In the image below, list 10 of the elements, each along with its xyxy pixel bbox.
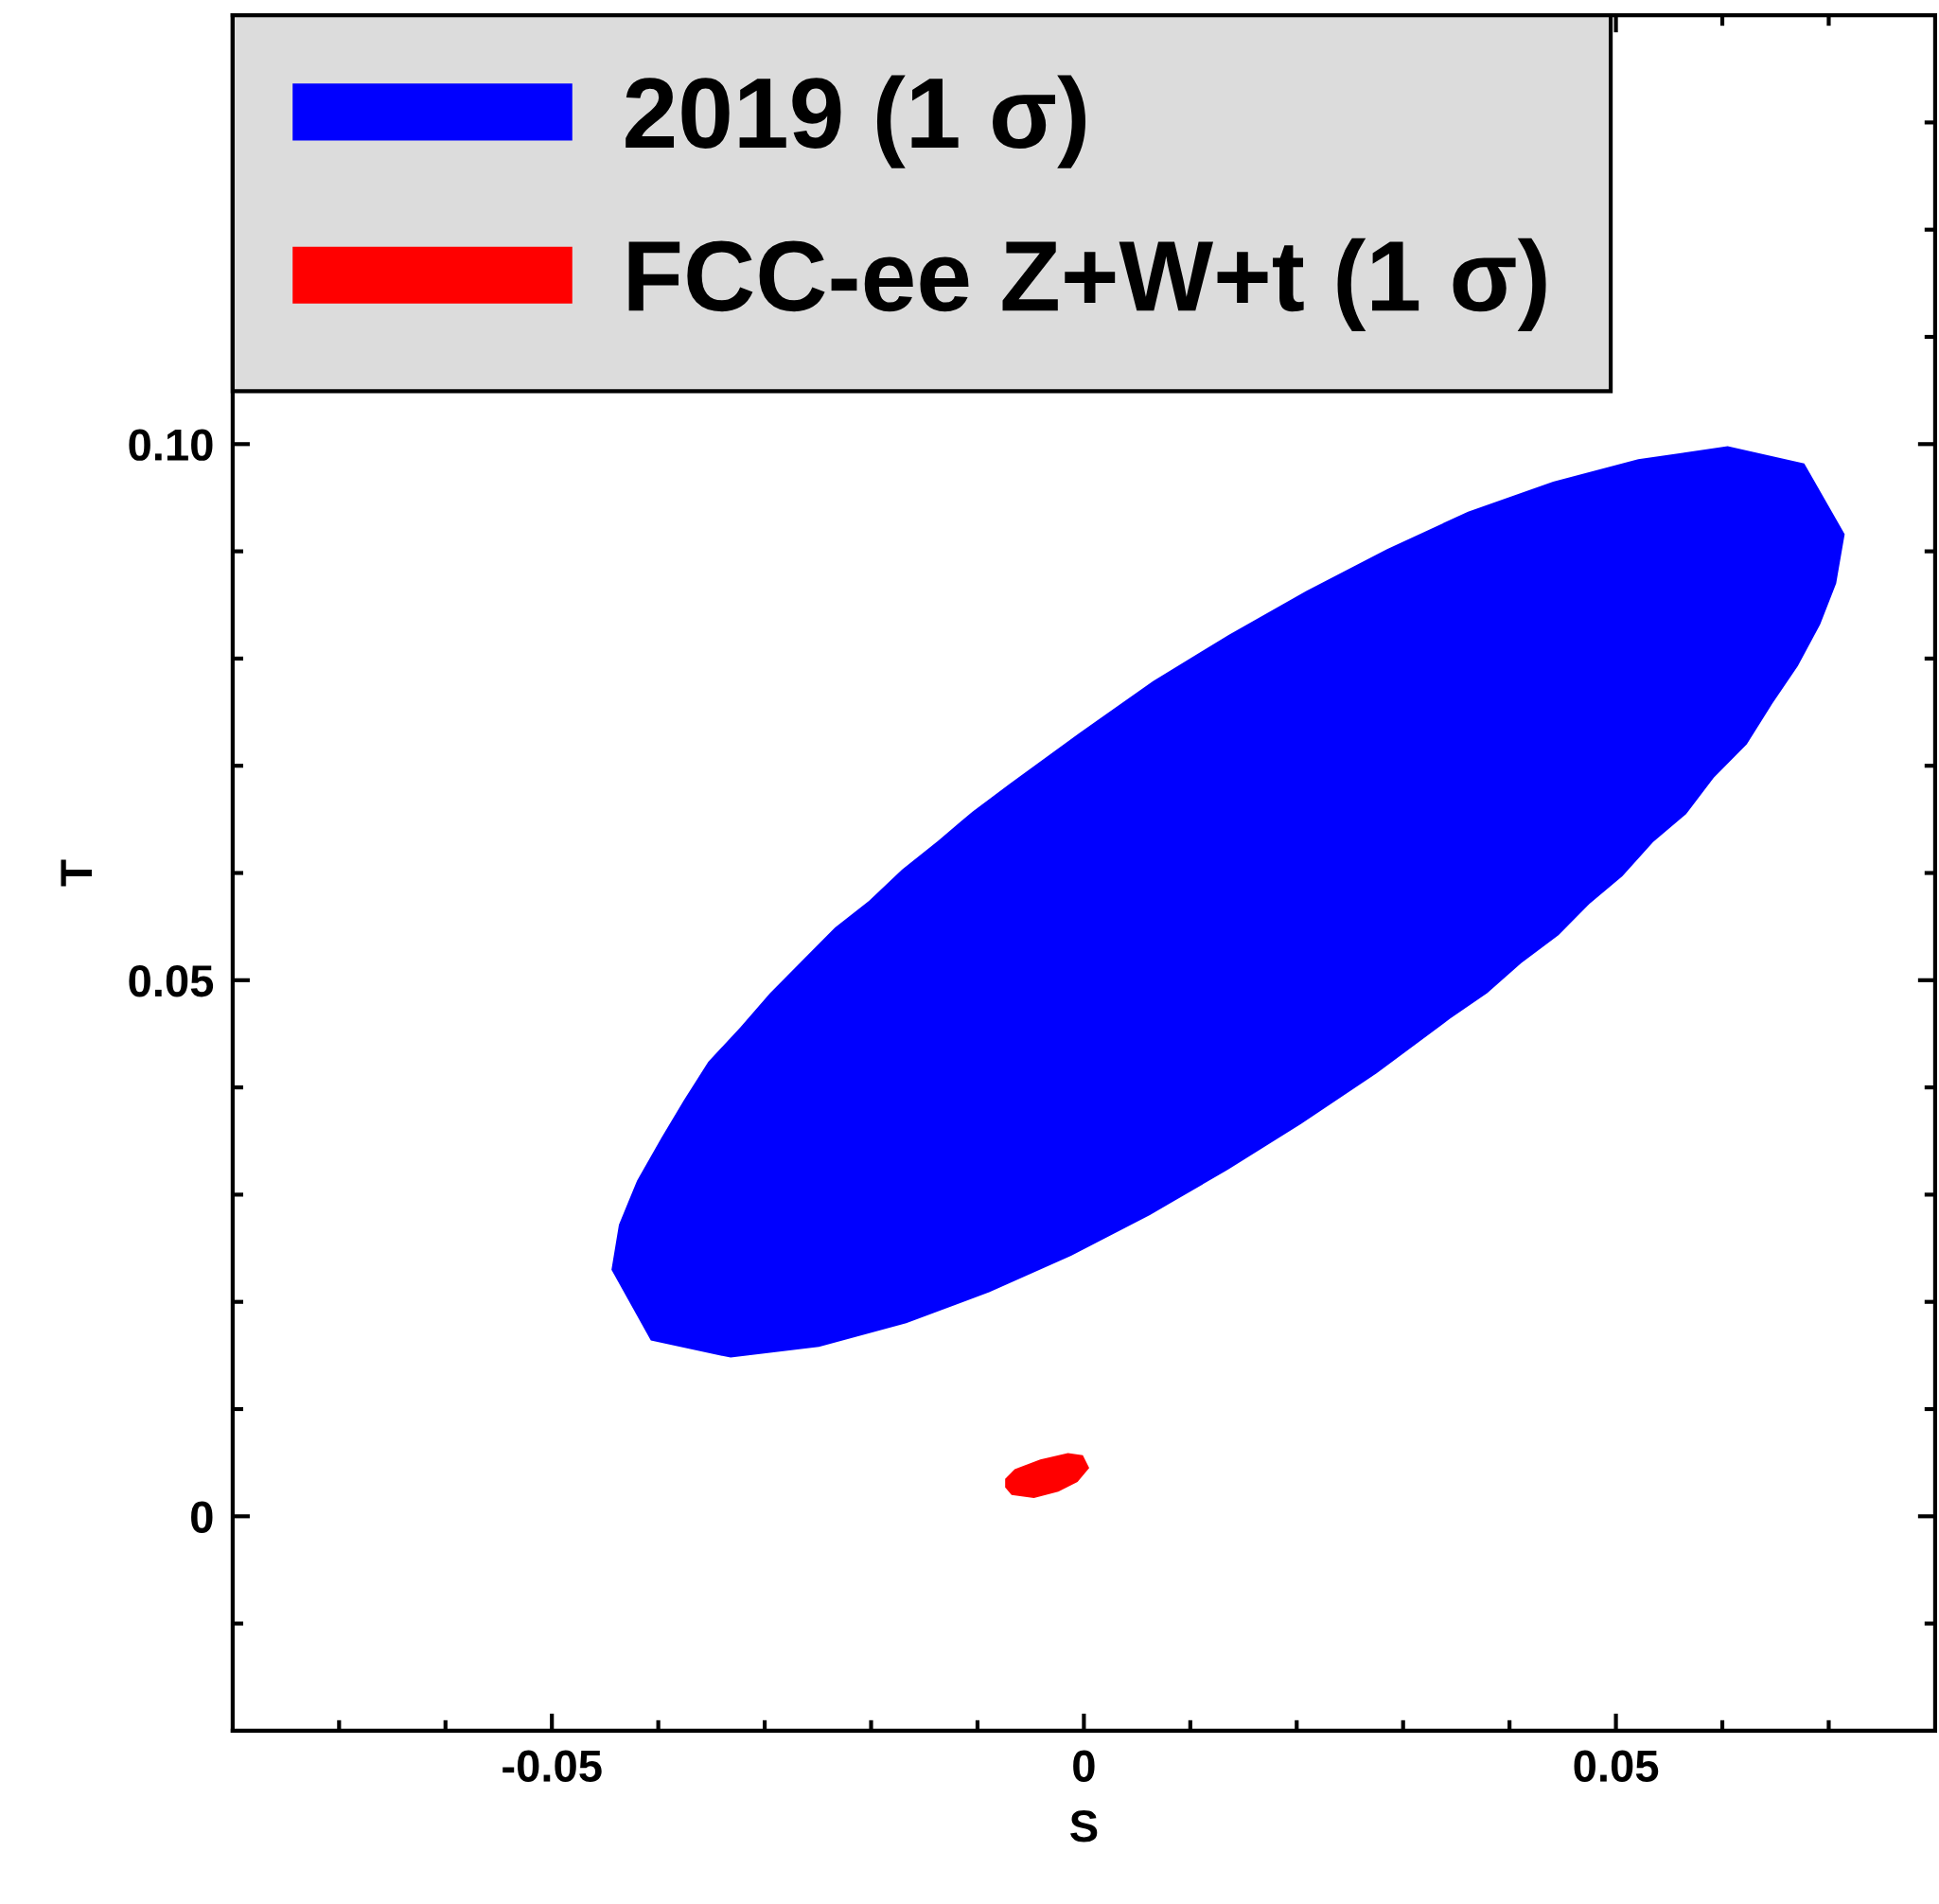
- legend-label: 2019 (1 σ): [626, 75, 1085, 168]
- x-tick-label: 0.05: [1574, 1750, 1659, 1783]
- y-tick-label: 0: [191, 1501, 213, 1533]
- x-axis-title: S: [1070, 1810, 1098, 1842]
- y-tick-label: 0.05: [129, 964, 214, 997]
- legend-label: FCC-ee Z+W+t (1 σ): [628, 238, 1546, 332]
- x-tick-label: -0.05: [502, 1750, 602, 1783]
- y-tick-label: 0.10: [129, 429, 213, 461]
- x-tick-label: 0: [1073, 1750, 1095, 1783]
- y-axis-title: T: [61, 859, 92, 887]
